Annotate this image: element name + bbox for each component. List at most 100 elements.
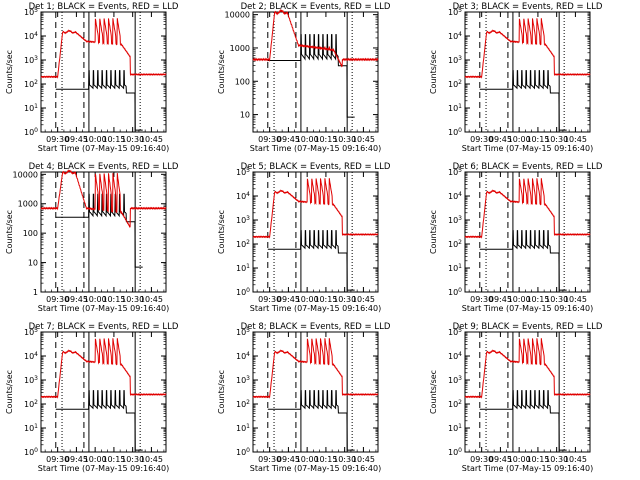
x-tick-label: 09:30 <box>46 135 69 144</box>
y-tick-label: 104 <box>448 351 462 361</box>
y-tick-label: 100 <box>448 287 462 297</box>
y-tick-label: 105 <box>448 167 462 177</box>
x-tick-label: 10:00 <box>508 135 531 144</box>
x-tick-label: 10:45 <box>564 295 587 304</box>
y-tick-label: 101 <box>448 423 462 433</box>
y-tick-label: 103 <box>24 55 38 65</box>
x-tick-label: 10:30 <box>333 455 356 464</box>
y-tick-label: 105 <box>448 7 462 17</box>
y-tick-label: 104 <box>24 351 38 361</box>
x-tick-label: 10:45 <box>352 455 375 464</box>
y-axis-label: Counts/sec <box>5 370 14 414</box>
x-tick-label: 09:45 <box>489 295 512 304</box>
panel-det-8: Det 8; BLACK = Events, RED = LLD Counts/s… <box>217 322 391 473</box>
y-tick-label: 100 <box>236 287 250 297</box>
y-tick-label: 100 <box>235 77 250 86</box>
y-tick-label: 102 <box>448 239 462 249</box>
x-tick-label: 10:15 <box>102 295 125 304</box>
y-tick-label: 101 <box>448 263 462 273</box>
y-tick-label: 103 <box>448 215 462 225</box>
y-tick-label: 102 <box>448 399 462 409</box>
y-axis-label: Counts/sec <box>217 210 226 254</box>
x-tick-label: 09:30 <box>258 455 281 464</box>
x-tick-label: 10:00 <box>84 455 107 464</box>
y-axis-label: Counts/sec <box>217 50 226 94</box>
y-tick-label: 10000 <box>13 170 38 179</box>
x-tick-label: 10:00 <box>508 455 531 464</box>
x-tick-label: 09:45 <box>65 135 88 144</box>
y-tick-label: 102 <box>24 79 38 89</box>
plot-title: Det 2; BLACK = Events, RED = LLD <box>241 2 391 12</box>
x-tick-label: 10:30 <box>545 455 568 464</box>
plot-title: Det 4; BLACK = Events, RED = LLD <box>29 162 179 172</box>
x-tick-label: 10:45 <box>140 295 163 304</box>
plot-title: Det 3; BLACK = Events, RED = LLD <box>453 2 603 12</box>
x-axis-label: Start Time (07-May-15 09:16:40) <box>250 144 381 153</box>
x-tick-label: 10:15 <box>526 295 549 304</box>
y-axis-label: Counts/sec <box>429 50 438 94</box>
x-tick-label: 10:45 <box>352 295 375 304</box>
x-tick-label: 09:45 <box>489 135 512 144</box>
x-tick-label: 09:45 <box>65 455 88 464</box>
events-series-line <box>479 390 567 451</box>
events-series-line <box>479 230 567 291</box>
y-axis-label: Counts/sec <box>5 50 14 94</box>
y-axis-label: Counts/sec <box>429 210 438 254</box>
panel-det-5: Det 5; BLACK = Events, RED = LLD Counts/s… <box>217 162 391 313</box>
y-tick-label: 102 <box>236 399 250 409</box>
x-tick-label: 09:30 <box>258 135 281 144</box>
y-tick-label: 104 <box>24 31 38 41</box>
events-series-line <box>55 390 143 451</box>
lld-series-line <box>40 18 167 79</box>
y-tick-label: 10000 <box>225 11 250 20</box>
x-tick-label: 10:00 <box>508 295 531 304</box>
x-tick-label: 09:45 <box>65 295 88 304</box>
y-tick-label: 101 <box>448 103 462 113</box>
lld-series-line <box>40 169 167 228</box>
plot-frame <box>40 331 167 453</box>
panel-det-9: Det 9; BLACK = Events, RED = LLD Counts/s… <box>429 322 603 473</box>
x-tick-label: 10:45 <box>140 135 163 144</box>
y-tick-label: 100 <box>24 127 38 137</box>
x-tick-label: 10:15 <box>102 135 125 144</box>
events-series-line <box>55 70 143 131</box>
x-axis-label: Start Time (07-May-15 09:16:40) <box>462 304 593 313</box>
lld-series-line <box>252 178 379 239</box>
x-tick-label: 10:15 <box>314 455 337 464</box>
x-axis-label: Start Time (07-May-15 09:16:40) <box>250 464 381 473</box>
y-tick-label: 105 <box>24 327 38 337</box>
x-tick-label: 10:30 <box>545 135 568 144</box>
x-tick-label: 10:45 <box>564 135 587 144</box>
y-tick-label: 1 <box>33 288 38 297</box>
y-tick-label: 100 <box>448 127 462 137</box>
y-axis-label: Counts/sec <box>217 370 226 414</box>
x-tick-label: 10:15 <box>526 455 549 464</box>
y-axis-label: Counts/sec <box>429 370 438 414</box>
x-tick-label: 09:30 <box>46 455 69 464</box>
lld-series-line <box>464 178 591 239</box>
x-tick-label: 09:30 <box>470 135 493 144</box>
x-tick-label: 10:45 <box>140 455 163 464</box>
x-tick-label: 10:00 <box>296 135 319 144</box>
plot-title: Det 8; BLACK = Events, RED = LLD <box>241 322 391 332</box>
plot-title: Det 7; BLACK = Events, RED = LLD <box>29 322 179 332</box>
y-tick-label: 104 <box>236 191 250 201</box>
x-tick-label: 09:30 <box>46 295 69 304</box>
y-tick-label: 103 <box>448 375 462 385</box>
x-tick-label: 10:00 <box>296 295 319 304</box>
y-tick-label: 101 <box>24 103 38 113</box>
x-axis-label: Start Time (07-May-15 09:16:40) <box>38 304 169 313</box>
x-tick-label: 10:30 <box>333 295 356 304</box>
y-axis-label: Counts/sec <box>5 210 14 254</box>
events-series-line <box>267 390 355 451</box>
x-tick-label: 10:45 <box>564 455 587 464</box>
events-series-line <box>267 34 355 118</box>
y-tick-label: 101 <box>236 423 250 433</box>
y-tick-label: 103 <box>24 375 38 385</box>
y-tick-label: 102 <box>24 399 38 409</box>
y-tick-label: 105 <box>448 327 462 337</box>
x-tick-label: 09:45 <box>277 455 300 464</box>
plot-frame <box>252 171 379 293</box>
x-tick-label: 10:15 <box>314 135 337 144</box>
